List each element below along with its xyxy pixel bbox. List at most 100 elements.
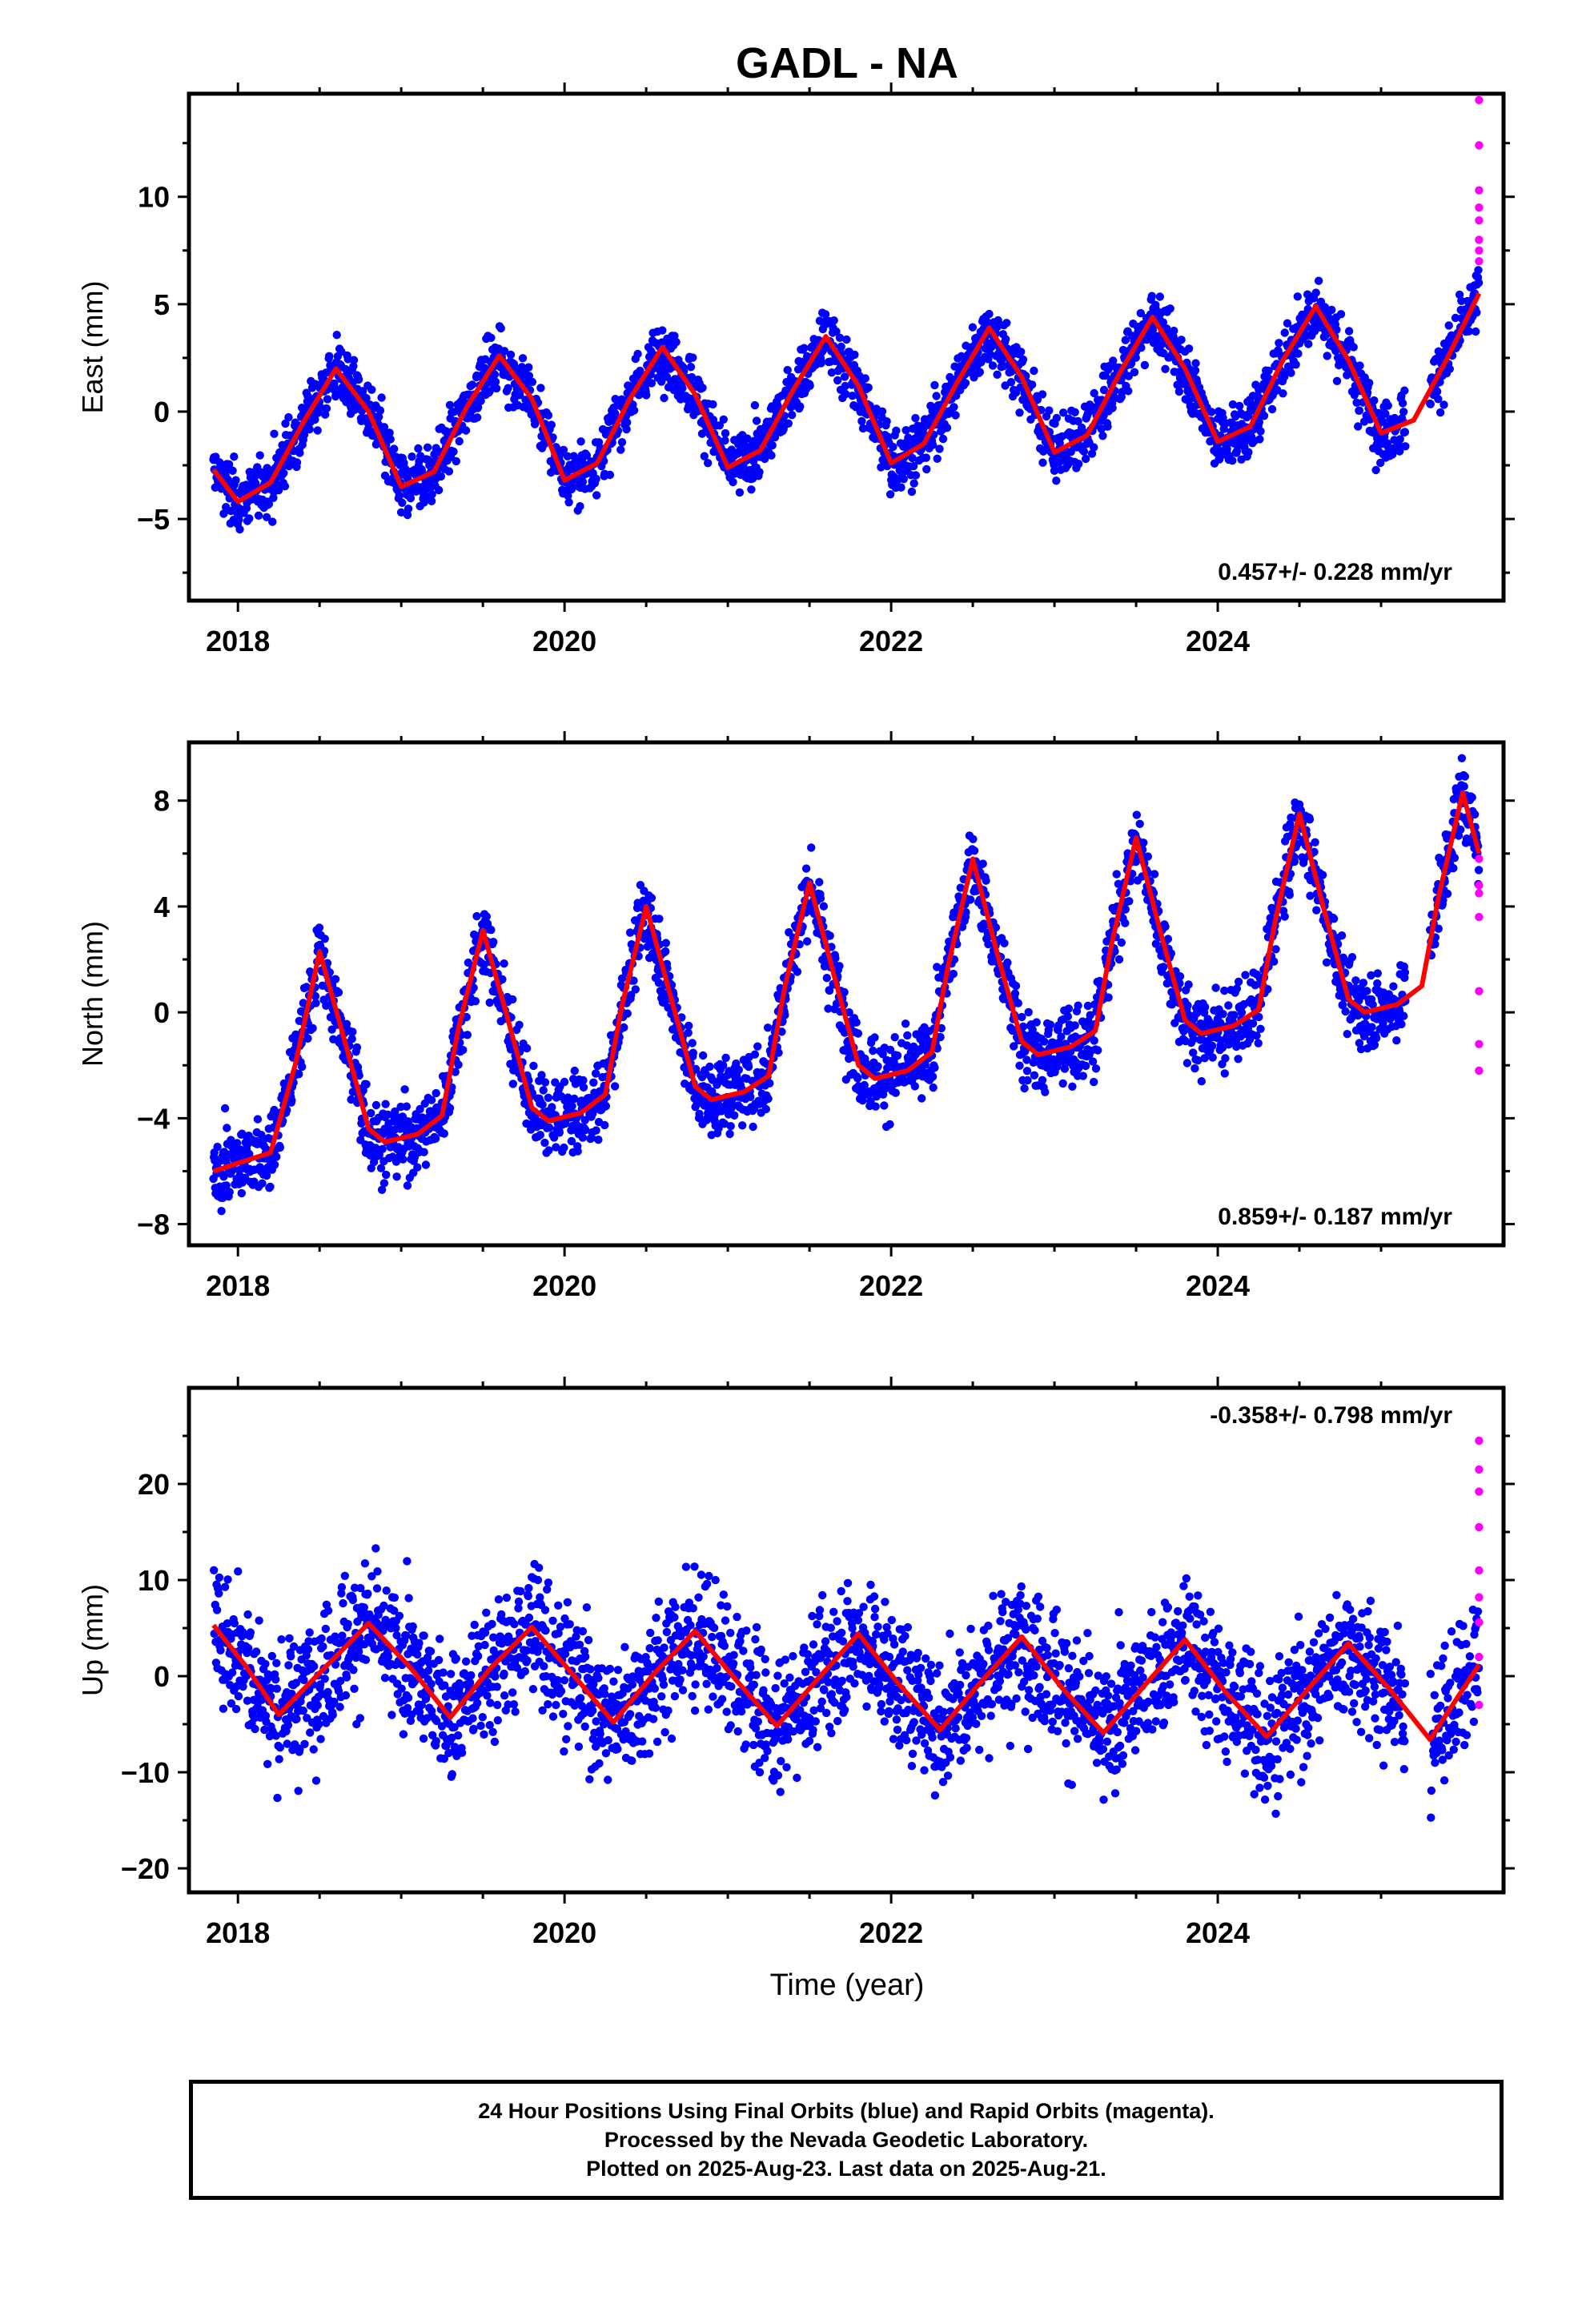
final-orbit-point: [661, 947, 670, 956]
final-orbit-point: [1118, 388, 1126, 396]
final-orbit-point: [1220, 1069, 1230, 1078]
final-orbit-point: [655, 915, 664, 923]
final-orbit-point: [1280, 912, 1289, 921]
final-orbit-point: [1336, 310, 1346, 319]
final-orbit-point: [692, 1064, 701, 1074]
final-orbit-point: [1383, 401, 1392, 410]
final-orbit-point: [1038, 1076, 1047, 1085]
final-orbit-point: [686, 363, 696, 372]
final-orbit-point: [852, 1018, 861, 1027]
final-orbit-point: [432, 1088, 440, 1098]
final-orbit-point: [220, 1104, 230, 1113]
rate-annotation: 0.457+/- 0.228 mm/yr: [1218, 559, 1452, 585]
final-orbit-point: [1135, 819, 1144, 828]
final-orbit-point: [539, 1086, 548, 1095]
final-orbit-point: [1352, 398, 1361, 407]
final-orbit-point: [902, 1041, 912, 1050]
final-orbit-point: [235, 525, 244, 534]
final-orbit-point: [1052, 413, 1062, 423]
final-orbit-point: [1255, 1012, 1263, 1022]
final-orbit-point: [504, 384, 512, 392]
final-orbit-point: [1241, 971, 1250, 979]
final-orbit-point: [217, 1207, 226, 1216]
final-orbit-point: [421, 1160, 431, 1169]
final-orbit-point: [1255, 418, 1264, 427]
final-orbit-point: [877, 463, 885, 472]
final-orbit-point: [933, 454, 942, 463]
final-orbit-point: [349, 356, 359, 364]
final-orbit-point: [627, 991, 636, 999]
final-orbit-point: [1124, 387, 1133, 396]
final-orbit-point: [1117, 938, 1126, 947]
final-orbit-point: [1161, 922, 1170, 931]
final-orbit-point: [999, 362, 1008, 371]
final-orbit-point: [581, 1125, 590, 1135]
y-tick-label: 0: [154, 396, 170, 428]
final-orbit-point: [928, 440, 938, 449]
final-orbit-point: [570, 1094, 579, 1104]
final-orbit-point: [891, 1088, 901, 1097]
final-orbit-point: [449, 447, 458, 456]
final-orbit-point: [1103, 422, 1112, 431]
final-orbit-point: [1341, 1007, 1350, 1016]
final-orbit-point: [1211, 983, 1220, 992]
final-orbit-point: [528, 377, 536, 387]
final-orbit-point: [560, 1077, 569, 1087]
final-orbit-point: [1050, 466, 1059, 475]
final-orbit-point: [1219, 1010, 1227, 1019]
x-tick-label: 2022: [859, 625, 923, 657]
final-orbit-point: [928, 1072, 938, 1081]
final-orbit-point: [1332, 325, 1341, 334]
final-orbit-point: [1426, 400, 1435, 408]
final-orbit-point: [1194, 1055, 1203, 1065]
final-orbit-point: [1161, 364, 1170, 373]
final-orbit-point: [1371, 465, 1380, 475]
rapid-orbit-point: [1475, 235, 1484, 244]
final-orbit-point: [842, 335, 851, 344]
final-orbit-point: [647, 379, 656, 388]
final-orbit-point: [334, 988, 343, 997]
final-orbit-point: [592, 474, 600, 484]
y-axis-label: East (mm): [76, 281, 109, 414]
final-orbit-point: [279, 468, 288, 477]
final-orbit-point: [1098, 432, 1107, 440]
final-orbit-point: [1197, 1077, 1207, 1086]
final-orbit-point: [589, 1078, 598, 1088]
final-orbit-point: [1311, 838, 1319, 847]
final-orbit-point: [491, 377, 500, 386]
final-orbit-point: [1263, 985, 1272, 994]
final-orbit-point: [268, 517, 277, 526]
final-orbit-point: [452, 456, 460, 466]
final-orbit-point: [687, 372, 697, 382]
final-orbit-point: [1235, 401, 1244, 411]
final-orbit-point: [451, 1068, 460, 1076]
final-orbit-point: [1264, 366, 1273, 376]
final-orbit-point: [1017, 348, 1026, 356]
final-orbit-point: [1434, 347, 1443, 356]
final-orbit-point: [355, 1071, 363, 1080]
final-orbit-point: [749, 1122, 757, 1132]
final-orbit-point: [1074, 1001, 1082, 1010]
final-orbit-point: [540, 1078, 550, 1087]
final-orbit-point: [298, 1062, 307, 1072]
final-orbit-point: [821, 310, 830, 319]
final-orbit-point: [287, 1096, 296, 1105]
final-orbit-point: [1121, 336, 1130, 344]
final-orbit-point: [1189, 1035, 1198, 1043]
final-orbit-point: [568, 1102, 576, 1111]
final-orbit-point: [1125, 897, 1134, 906]
final-orbit-point: [474, 403, 483, 412]
final-orbit-point: [1147, 292, 1157, 300]
final-orbit-point: [878, 1050, 887, 1059]
final-orbit-point: [871, 1102, 880, 1111]
final-orbit-point: [454, 1060, 463, 1069]
final-orbit-point: [1306, 891, 1315, 900]
final-orbit-point: [1139, 838, 1148, 847]
final-orbit-point: [1155, 292, 1165, 301]
final-orbit-point: [538, 1100, 547, 1109]
final-orbit-point: [1053, 1062, 1062, 1072]
final-orbit-point: [622, 424, 631, 434]
final-orbit-point: [631, 985, 640, 994]
final-orbit-point: [732, 1059, 741, 1068]
